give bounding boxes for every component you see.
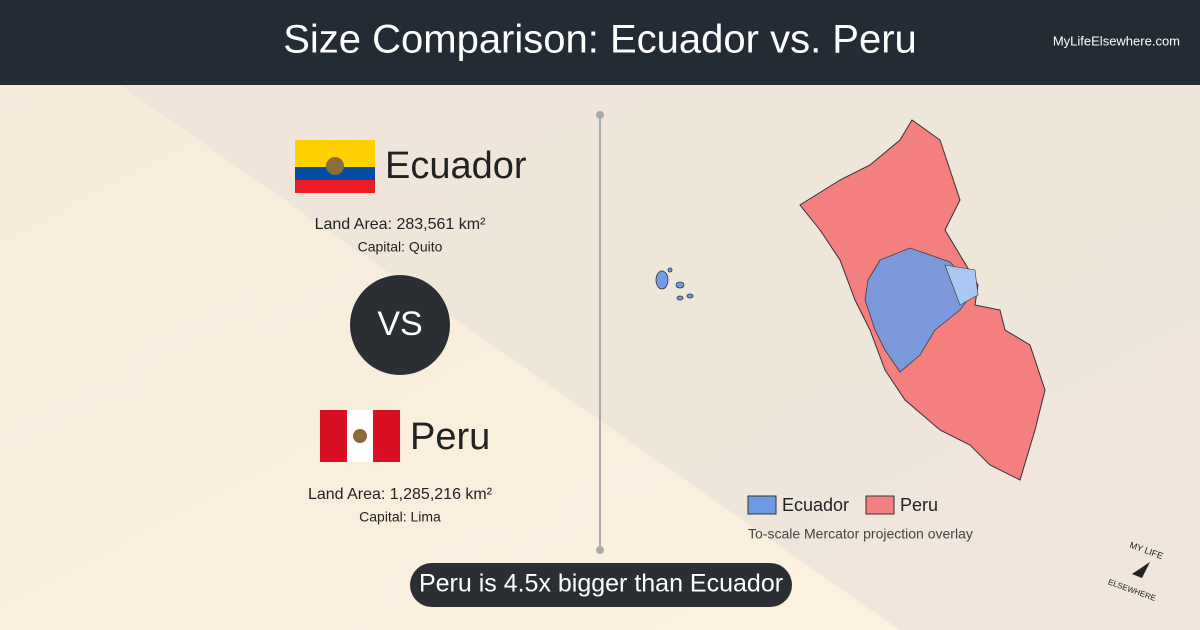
divider-end <box>596 546 604 554</box>
vs-circle <box>350 275 450 375</box>
land-area: Land Area: 1,285,216 km² <box>308 486 493 503</box>
flag-ecuador <box>295 140 375 193</box>
capital: Capital: Lima <box>359 509 441 525</box>
site-name: MyLifeElsewhere.com <box>1053 33 1180 48</box>
country-name: Peru <box>410 416 490 458</box>
header-bar <box>0 0 1200 85</box>
legend-swatch <box>747 495 777 515</box>
galapagos <box>655 267 694 301</box>
country-name: Ecuador <box>385 145 527 187</box>
ecuador-map-part <box>944 264 979 306</box>
flag-peru <box>320 410 400 462</box>
title: Size Comparison: Ecuador vs. Peru <box>283 18 917 62</box>
capital: Capital: Quito <box>358 239 443 255</box>
note: To-scale Mercator projection overlay <box>748 526 973 542</box>
legend-swatch <box>865 495 895 515</box>
divider-end <box>596 111 604 119</box>
legend-label: Ecuador <box>782 495 849 515</box>
land-area: Land Area: 283,561 km² <box>315 216 486 233</box>
banner-text: Peru is 4.5x bigger than Ecuador <box>419 570 783 598</box>
banner <box>410 563 792 607</box>
legend-label: Peru <box>900 495 938 515</box>
ecuador-map <box>864 247 976 373</box>
vs-text: VS <box>377 305 422 343</box>
